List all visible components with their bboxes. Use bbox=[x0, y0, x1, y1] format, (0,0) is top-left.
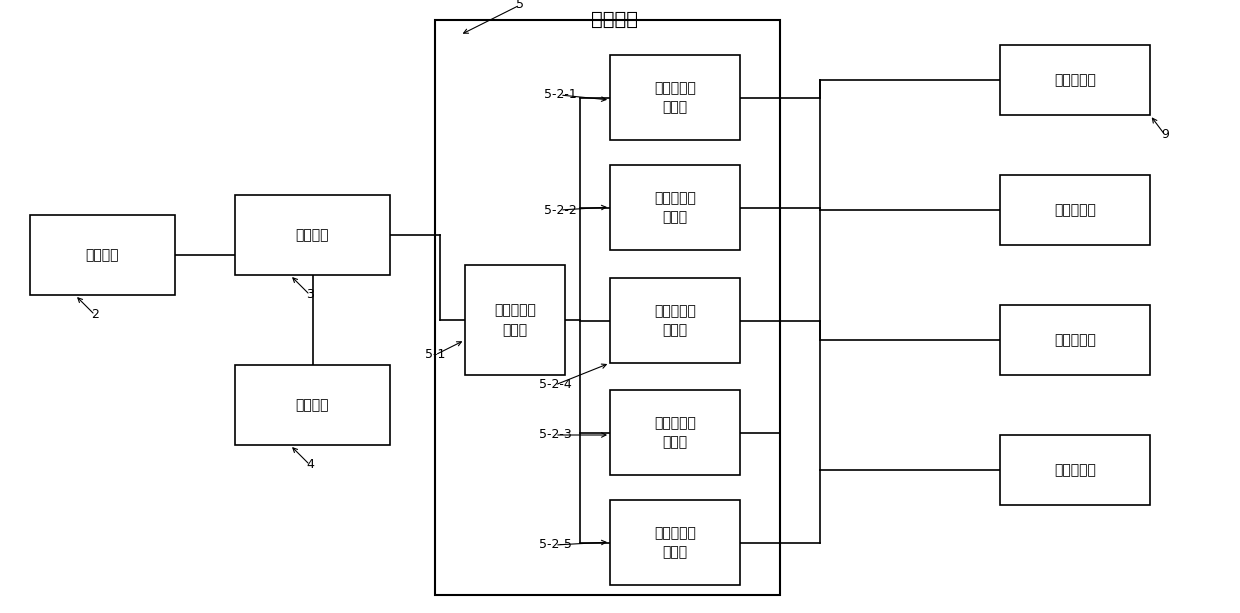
Text: 微控制单元: 微控制单元 bbox=[1054, 333, 1096, 347]
Bar bbox=[610, 390, 740, 475]
Text: 5-2-5: 5-2-5 bbox=[538, 538, 572, 552]
Text: 4: 4 bbox=[306, 459, 314, 471]
Bar bbox=[30, 215, 175, 295]
Text: 红外触控程
序模块: 红外触控程 序模块 bbox=[653, 416, 696, 449]
Bar bbox=[610, 55, 740, 140]
Text: 触控按键: 触控按键 bbox=[86, 248, 119, 262]
Bar bbox=[610, 165, 740, 250]
Bar bbox=[236, 365, 391, 445]
Text: 微控制单元: 微控制单元 bbox=[1054, 203, 1096, 217]
Bar bbox=[999, 435, 1149, 505]
Text: 2: 2 bbox=[91, 308, 99, 321]
Text: 压力触控程
序模块: 压力触控程 序模块 bbox=[653, 191, 696, 224]
Bar bbox=[435, 20, 780, 595]
Bar bbox=[999, 175, 1149, 245]
Bar bbox=[236, 195, 391, 275]
Text: 3: 3 bbox=[306, 289, 314, 302]
Text: 触控芯片: 触控芯片 bbox=[296, 228, 330, 242]
Text: 微控制单元: 微控制单元 bbox=[1054, 463, 1096, 477]
Text: 5-2-3: 5-2-3 bbox=[538, 428, 572, 441]
Bar bbox=[999, 45, 1149, 115]
Text: 控制芯片: 控制芯片 bbox=[591, 10, 639, 29]
Text: 9: 9 bbox=[1161, 129, 1169, 142]
Text: 5-2-1: 5-2-1 bbox=[543, 88, 577, 102]
Text: 5-2-2: 5-2-2 bbox=[543, 204, 577, 216]
Bar bbox=[465, 265, 565, 375]
Text: 5-1: 5-1 bbox=[425, 349, 445, 362]
Text: 5: 5 bbox=[516, 0, 525, 12]
Text: 5-2-4: 5-2-4 bbox=[538, 378, 572, 392]
Bar bbox=[999, 305, 1149, 375]
Text: 微控制单元: 微控制单元 bbox=[1054, 73, 1096, 87]
Bar bbox=[610, 278, 740, 363]
Text: 声波触控程
序模块: 声波触控程 序模块 bbox=[653, 526, 696, 559]
Text: 有效信号处
理模块: 有效信号处 理模块 bbox=[494, 303, 536, 337]
Bar bbox=[610, 500, 740, 585]
Text: 电容触控程
序模块: 电容触控程 序模块 bbox=[653, 81, 696, 114]
Text: 拨码开关: 拨码开关 bbox=[296, 398, 330, 412]
Text: 电阻触控程
序模块: 电阻触控程 序模块 bbox=[653, 304, 696, 337]
